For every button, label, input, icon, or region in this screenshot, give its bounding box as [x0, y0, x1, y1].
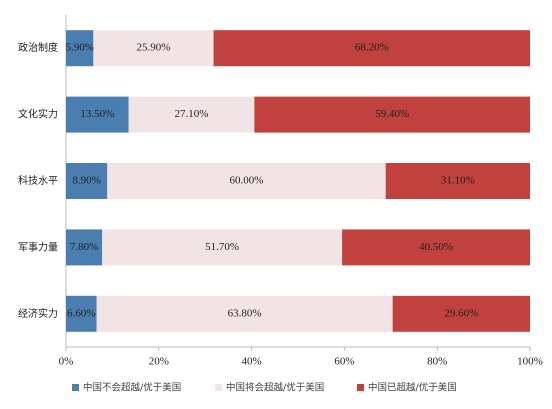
data-label: 7.80%	[70, 241, 98, 253]
data-label: 40.50%	[419, 241, 453, 253]
legend-swatch	[357, 384, 364, 391]
data-label: 5.90%	[65, 42, 93, 54]
x-tick-label: 100%	[517, 356, 543, 368]
data-label: 6.60%	[67, 307, 95, 319]
bar-segment	[392, 295, 530, 332]
bar-segment	[102, 229, 343, 266]
bar-segment	[107, 163, 386, 199]
data-label: 63.80%	[228, 307, 262, 319]
y-tick-label: 科技水平	[18, 174, 58, 187]
data-label: 25.90%	[137, 42, 171, 54]
x-tick-label: 0%	[59, 356, 74, 368]
x-tick-label: 20%	[149, 356, 169, 368]
data-label: 31.10%	[441, 175, 475, 187]
data-label: 27.10%	[175, 108, 209, 120]
bar-segment	[66, 163, 108, 199]
data-label: 59.40%	[375, 108, 409, 120]
data-label: 29.60%	[444, 307, 478, 319]
bar-segment	[93, 30, 214, 67]
bar-segment	[96, 295, 393, 332]
bar-segment	[385, 163, 530, 199]
data-label: 68.20%	[355, 42, 389, 54]
legend-swatch	[72, 384, 79, 391]
bar-segment	[66, 30, 94, 67]
data-label: 51.70%	[205, 241, 239, 253]
bar-segment	[254, 96, 530, 133]
legend-swatch	[215, 384, 222, 391]
bar-segment	[66, 96, 129, 133]
data-label: 60.00%	[230, 175, 264, 187]
data-label: 13.50%	[80, 108, 114, 120]
legend-label: 中国已超越/优于美国	[368, 382, 457, 394]
data-label: 8.90%	[72, 175, 100, 187]
x-tick-label: 80%	[427, 356, 447, 368]
bar-segment	[213, 30, 530, 67]
y-tick-label: 文化实力	[18, 108, 58, 121]
bar-segment	[128, 96, 255, 133]
y-tick-label: 军事力量	[18, 240, 58, 253]
legend-label: 中国将会超越/优于美国	[226, 382, 324, 394]
bar-segment	[342, 229, 530, 266]
y-tick-label: 经济实力	[18, 307, 58, 320]
x-tick-label: 60%	[334, 356, 354, 368]
x-tick-label: 40%	[242, 356, 262, 368]
bar-segment	[66, 229, 103, 266]
legend-label: 中国不会超越/优于美国	[83, 382, 181, 394]
y-tick-label: 政治制度	[18, 41, 58, 54]
bar-segment	[66, 295, 97, 332]
